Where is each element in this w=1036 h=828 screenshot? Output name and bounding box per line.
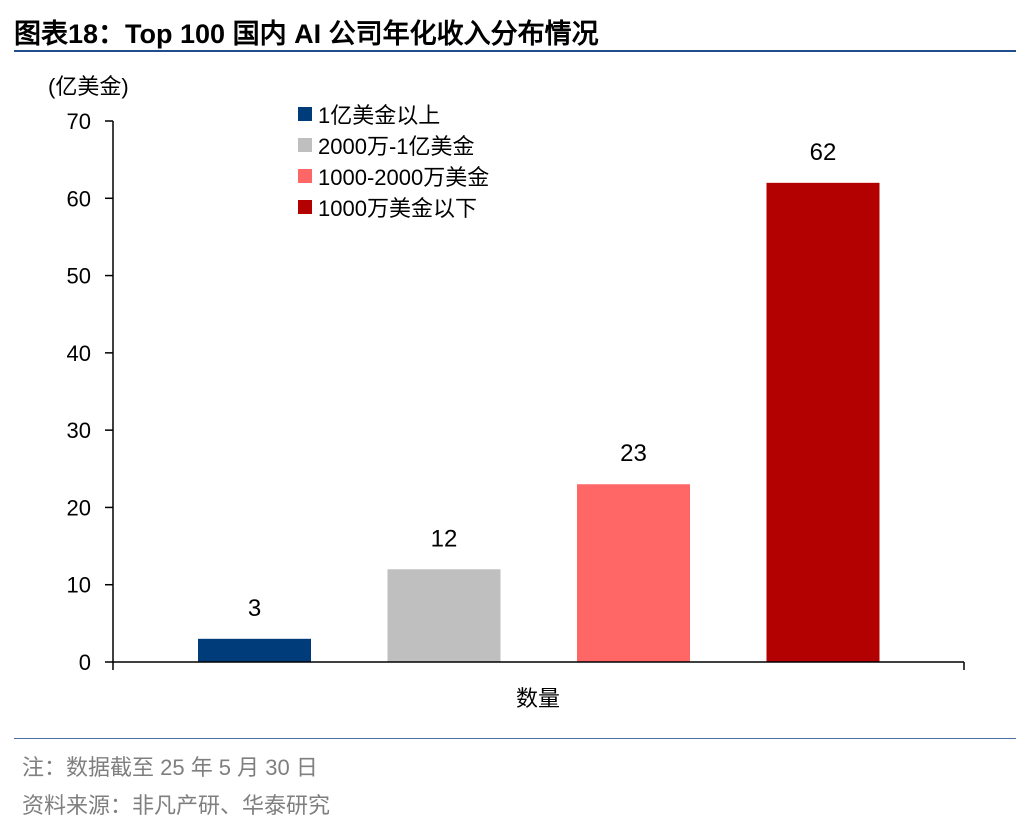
legend-swatch: [298, 107, 312, 121]
bar-value-label: 23: [620, 440, 647, 467]
y-tick-label: 30: [67, 418, 91, 443]
bars: 3 12 23 62: [198, 139, 880, 663]
legend-swatch: [298, 169, 312, 183]
bar: [198, 638, 311, 662]
y-axis: 0 10 20 30 40 50 60 70: [67, 109, 114, 675]
y-tick-label: 70: [67, 109, 91, 134]
footnote-source: 资料来源：非凡产研、华泰研究: [22, 793, 331, 818]
footer-rule: [14, 738, 1016, 739]
legend-label: 1000-2000万美金: [318, 165, 489, 190]
legend-label: 1000万美金以下: [318, 196, 477, 221]
y-tick-label: 0: [79, 650, 91, 675]
legend-label: 1亿美金以上: [318, 103, 440, 128]
y-axis-label: (亿美金): [48, 74, 129, 99]
figure-title: 图表18：Top 100 国内 AI 公司年化收入分布情况: [14, 12, 599, 51]
figure-label: 图表18：: [14, 19, 126, 49]
title-rule: [14, 50, 1016, 52]
x-axis-label: 数量: [516, 686, 560, 711]
footnote-note: 注：数据截至 25 年 5 月 30 日: [22, 755, 318, 780]
bar: [766, 182, 880, 663]
figure-title-text: Top 100 国内 AI 公司年化收入分布情况: [125, 19, 599, 49]
bar: [577, 484, 690, 662]
legend-label: 2000万-1亿美金: [318, 134, 475, 159]
y-tick-label: 60: [67, 186, 91, 211]
legend-swatch: [298, 200, 312, 214]
bar-value-label: 62: [810, 139, 837, 166]
bar-value-label: 3: [248, 595, 261, 622]
legend: 1亿美金以上 2000万-1亿美金 1000-2000万美金 1000万美金以下: [298, 103, 489, 221]
y-tick-label: 40: [67, 341, 91, 366]
bar-chart: (亿美金) 0 10 20 30 40 50 60 70 3 12 23 62 1亿美金以上 2000…: [48, 74, 965, 711]
legend-swatch: [298, 138, 312, 152]
y-tick-label: 10: [67, 573, 91, 598]
bar-value-label: 12: [431, 525, 458, 552]
bar: [387, 569, 501, 662]
x-axis: [112, 661, 965, 670]
y-tick-label: 50: [67, 264, 91, 289]
y-tick-label: 20: [67, 495, 91, 520]
